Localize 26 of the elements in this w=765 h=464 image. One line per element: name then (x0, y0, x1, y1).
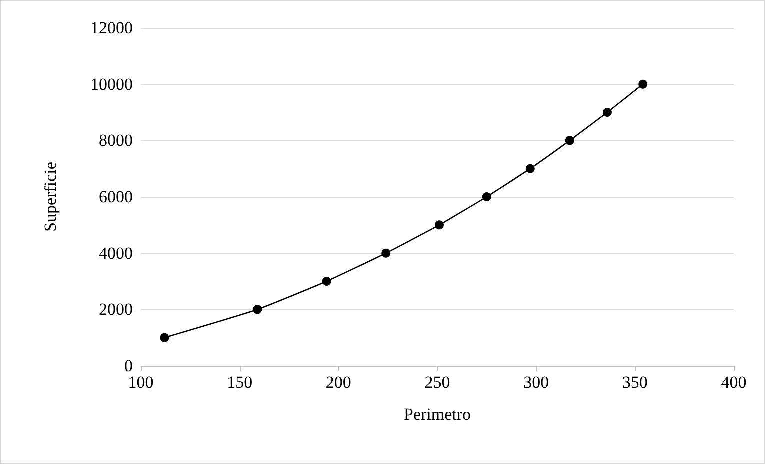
y-tick-label: 12000 (90, 18, 133, 38)
y-tick-label: 6000 (99, 188, 133, 206)
point (434, 220, 444, 230)
point (565, 136, 574, 146)
point (160, 333, 170, 342)
y-tick-label: 2000 (99, 300, 133, 320)
y-axis-title: Superficie (41, 162, 60, 232)
x-axis-title: Perimetro (404, 405, 472, 424)
y-tick-label: 10000 (90, 74, 133, 94)
x-tick-label: 200 (326, 373, 352, 392)
point (603, 108, 612, 117)
point (526, 164, 535, 174)
y-tick-label: 8000 (99, 131, 133, 150)
x-tick-label: 300 (524, 373, 550, 392)
point (638, 80, 648, 89)
x-tick-label: 250 (424, 373, 450, 392)
y-tick-label: 4000 (99, 244, 133, 263)
y-tick-label: 0 (124, 356, 133, 376)
point (482, 192, 492, 202)
x-tick-label: 350 (622, 373, 648, 392)
x-tick-label: 150 (227, 373, 253, 392)
x-tick-label: 400 (721, 373, 747, 392)
x-tick-label: 100 (128, 373, 154, 392)
point (253, 305, 262, 314)
point (382, 248, 391, 258)
point (322, 277, 332, 286)
